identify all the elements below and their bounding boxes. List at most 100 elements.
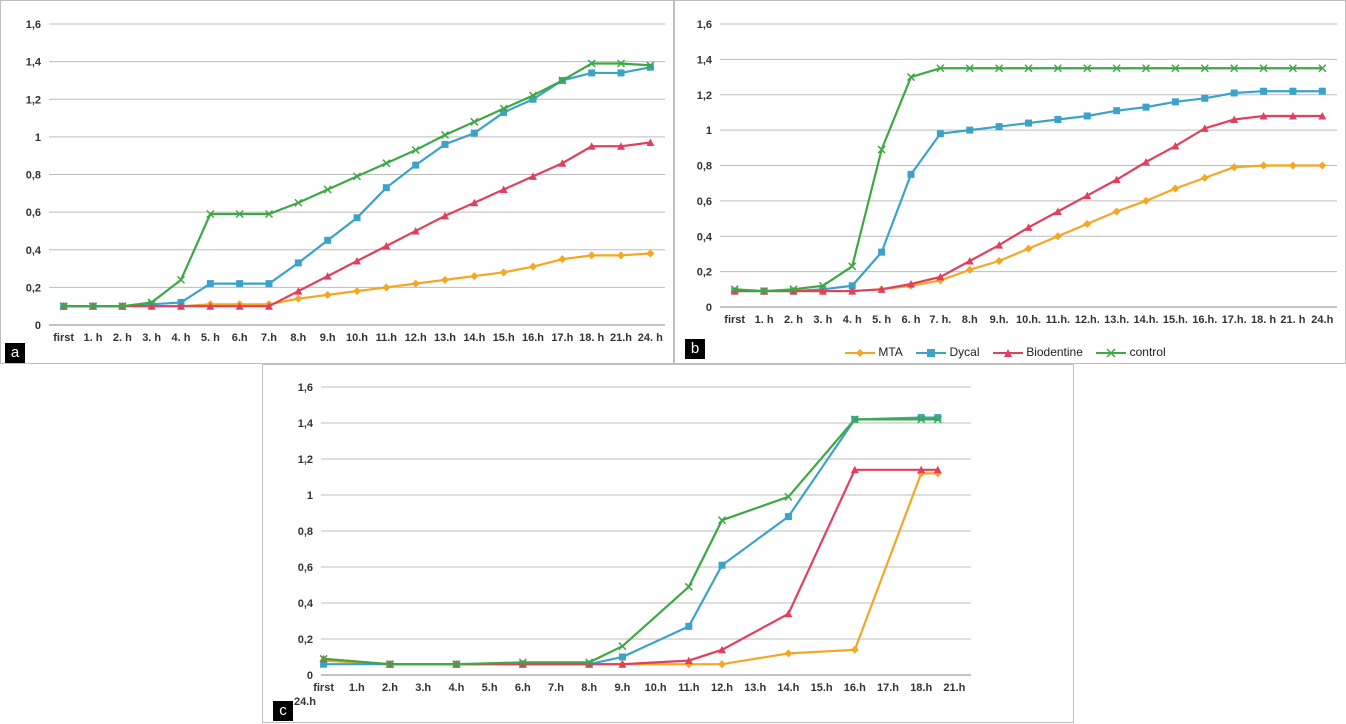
x-tick-label: 21.h <box>943 682 965 694</box>
marker-control-6 <box>906 73 916 82</box>
marker-control-5 <box>206 209 215 219</box>
marker-control-10 <box>1024 64 1033 73</box>
y-tick-label: 0,4 <box>26 245 42 257</box>
x-tick-label: 13.h. <box>1104 314 1129 326</box>
marker-dycal-8 <box>294 259 302 267</box>
marker-dycal-15 <box>500 108 508 116</box>
y-tick-label: 0 <box>706 302 712 314</box>
marker-dycal-9 <box>324 236 332 244</box>
series-dycal <box>320 414 942 668</box>
marker-control-4 <box>176 275 186 284</box>
x-tick-label: 15.h. <box>1163 314 1188 326</box>
marker-biodentine-9 <box>850 465 859 474</box>
y-tick-label: 0 <box>307 670 313 682</box>
marker-biodentine-13 <box>1112 175 1121 184</box>
marker-dycal-11 <box>1054 116 1062 124</box>
marker-dycal-5 <box>206 280 214 288</box>
marker-biodentine-11 <box>933 465 942 474</box>
x-tick-label: 24. h <box>638 332 663 344</box>
x-tick-label: 4. h <box>172 332 191 344</box>
marker-control-17 <box>558 76 567 85</box>
y-tick-label: 0,4 <box>298 598 314 610</box>
x-tick-label: 18.h <box>910 682 932 694</box>
marker-biodentine-10 <box>917 465 926 474</box>
legend-label-mta: MTA <box>878 345 903 359</box>
marker-biodentine-9 <box>323 272 332 280</box>
marker-mta-8 <box>784 649 793 658</box>
marker-dycal-7 <box>718 561 726 569</box>
marker-biodentine-4 <box>177 302 185 310</box>
marker-biodentine-2 <box>789 287 798 295</box>
y-tick-label: 1,2 <box>697 90 712 102</box>
y-tick-label: 0,6 <box>26 207 41 219</box>
marker-control-8 <box>965 64 974 73</box>
x-tick-label: 10.h <box>645 682 667 694</box>
marker-control-18 <box>1259 64 1268 73</box>
marker-mta-18 <box>587 251 596 260</box>
x-tick-label: 14.h. <box>1133 314 1158 326</box>
marker-biodentine-8 <box>784 609 793 618</box>
marker-control-15 <box>1171 64 1180 73</box>
marker-control-18 <box>587 59 596 68</box>
marker-control-5 <box>877 145 886 154</box>
y-tick-label: 1,6 <box>697 19 712 31</box>
marker-control-7 <box>264 209 274 219</box>
marker-dycal-14 <box>1142 103 1150 111</box>
panel-label-c: c <box>273 701 293 721</box>
marker-biodentine-20 <box>646 138 655 147</box>
marker-biodentine-7 <box>265 302 273 310</box>
series-line-dycal <box>63 66 651 308</box>
marker-control-7 <box>717 516 727 525</box>
marker-control-6 <box>235 209 244 219</box>
marker-biodentine-4 <box>848 287 857 295</box>
x-tick-label: 6.h <box>515 682 531 694</box>
series-line-mta <box>323 472 938 666</box>
marker-mta-15 <box>499 268 508 277</box>
marker-mta-10 <box>1024 244 1033 253</box>
x-tick-label: 5. h <box>201 332 220 344</box>
x-tick-label: 11.h <box>678 682 700 694</box>
y-tick-label: 0,8 <box>697 161 712 173</box>
line-chart-a: 0 0,2 0,4 0,6 0,8 1 1,2 1,4 1,6 first 1. h 2. h 3. h… <box>26 19 665 344</box>
legend-label-dycal: Dycal <box>949 345 980 359</box>
marker-biodentine-6 <box>906 280 915 288</box>
marker-mta-14 <box>1142 196 1151 205</box>
marker-biodentine-18 <box>1259 111 1268 120</box>
marker-biodentine-15 <box>1171 142 1180 150</box>
x-tick-label: 6.h <box>232 332 248 344</box>
chart-panel-a: 0 0,2 0,4 0,6 0,8 1 1,2 1,4 1,6 first 1. h 2. h 3. h… <box>0 0 674 364</box>
marker-biodentine-8 <box>965 257 974 265</box>
marker-dycal-15 <box>1171 98 1179 106</box>
x-tick-label: 18. h <box>579 332 604 344</box>
marker-control-0 <box>319 654 328 663</box>
marker-dycal-19 <box>617 69 625 77</box>
y-tick-label: 0,6 <box>298 562 313 574</box>
marker-mta-11 <box>382 283 391 292</box>
marker-biodentine-7 <box>936 272 945 281</box>
marker-control-8 <box>784 492 793 501</box>
marker-control-4 <box>848 262 857 271</box>
marker-biodentine-0 <box>730 287 739 295</box>
marker-control-7 <box>936 64 945 73</box>
marker-dycal-20 <box>1318 87 1326 95</box>
marker-dycal-19 <box>1289 87 1297 95</box>
x-tick-label: 17.h. <box>1222 314 1247 326</box>
marker-control-2 <box>789 285 798 294</box>
x-tick-label: 3. h <box>813 314 832 326</box>
marker-dycal-10 <box>353 214 361 222</box>
marker-mta-11 <box>1053 232 1062 241</box>
x-tick-label: 16.h <box>844 682 866 694</box>
y-tick-label: 1 <box>307 490 313 502</box>
marker-control-0 <box>730 285 739 294</box>
y-tick-label: 0,2 <box>298 634 313 646</box>
marker-mta-20 <box>1318 161 1327 170</box>
y-tick-label: 1,2 <box>298 454 313 466</box>
marker-control-1 <box>88 302 98 311</box>
x-tick-label: 6. h <box>901 314 920 326</box>
marker-control-11 <box>933 415 942 424</box>
marker-mta-8 <box>965 265 974 274</box>
marker-biodentine-15 <box>499 185 508 194</box>
marker-dycal-12 <box>412 161 420 169</box>
x-tick-label: 17.h <box>877 682 899 694</box>
x-tick-label: 24.h <box>294 696 316 708</box>
